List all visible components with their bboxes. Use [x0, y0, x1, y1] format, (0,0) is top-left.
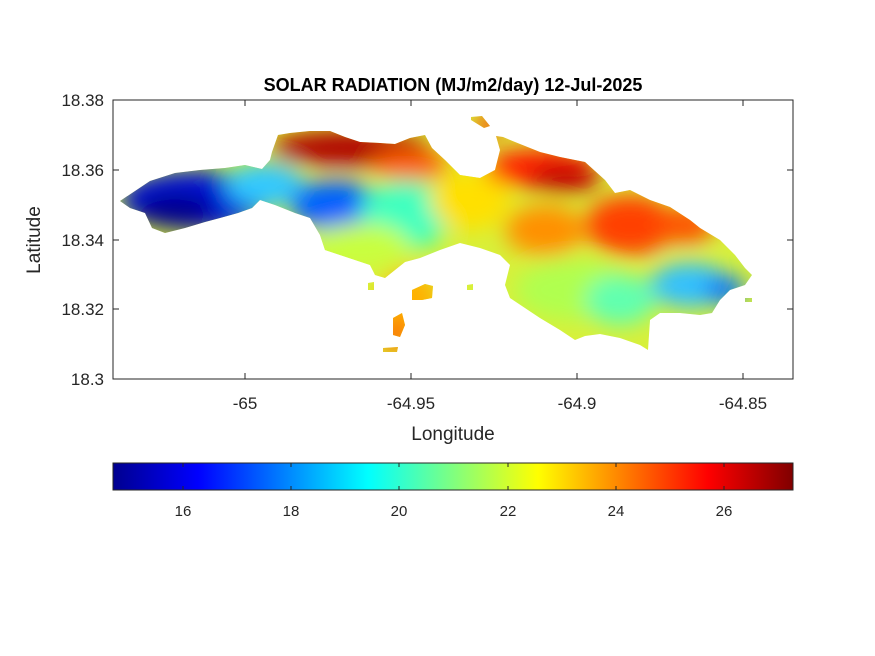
x-tick-label: -64.95: [387, 394, 435, 413]
x-tick-label: -65: [233, 394, 258, 413]
y-tick-label: 18.36: [61, 161, 104, 180]
x-tick-label: -64.9: [558, 394, 597, 413]
y-tick-label: 18.38: [61, 91, 104, 110]
x-axis: -65 -64.95 -64.9 -64.85: [233, 100, 767, 413]
y-tick-label: 18.3: [71, 370, 104, 389]
x-tick-label: -64.85: [719, 394, 767, 413]
colorbar-tick-label: 24: [608, 503, 625, 520]
chart-title: SOLAR RADIATION (MJ/m2/day) 12-Jul-2025: [264, 75, 643, 95]
x-axis-label: Longitude: [411, 424, 494, 445]
colorbar-tick-label: 18: [283, 503, 300, 520]
colorbar-tick-label: 20: [391, 503, 408, 520]
y-axis-label: Latitude: [24, 206, 45, 274]
colorbar: [112, 462, 794, 491]
colorbar-tick-label: 16: [175, 503, 192, 520]
colorbar-tick-label: 26: [716, 503, 733, 520]
colorbar-ticks: 16 18 20 22 24 26: [175, 463, 733, 520]
y-axis: 18.38 18.36 18.34 18.32 18.3: [61, 91, 793, 389]
y-tick-label: 18.34: [61, 231, 104, 250]
y-tick-label: 18.32: [61, 300, 104, 319]
colorbar-tick-label: 22: [500, 503, 517, 520]
